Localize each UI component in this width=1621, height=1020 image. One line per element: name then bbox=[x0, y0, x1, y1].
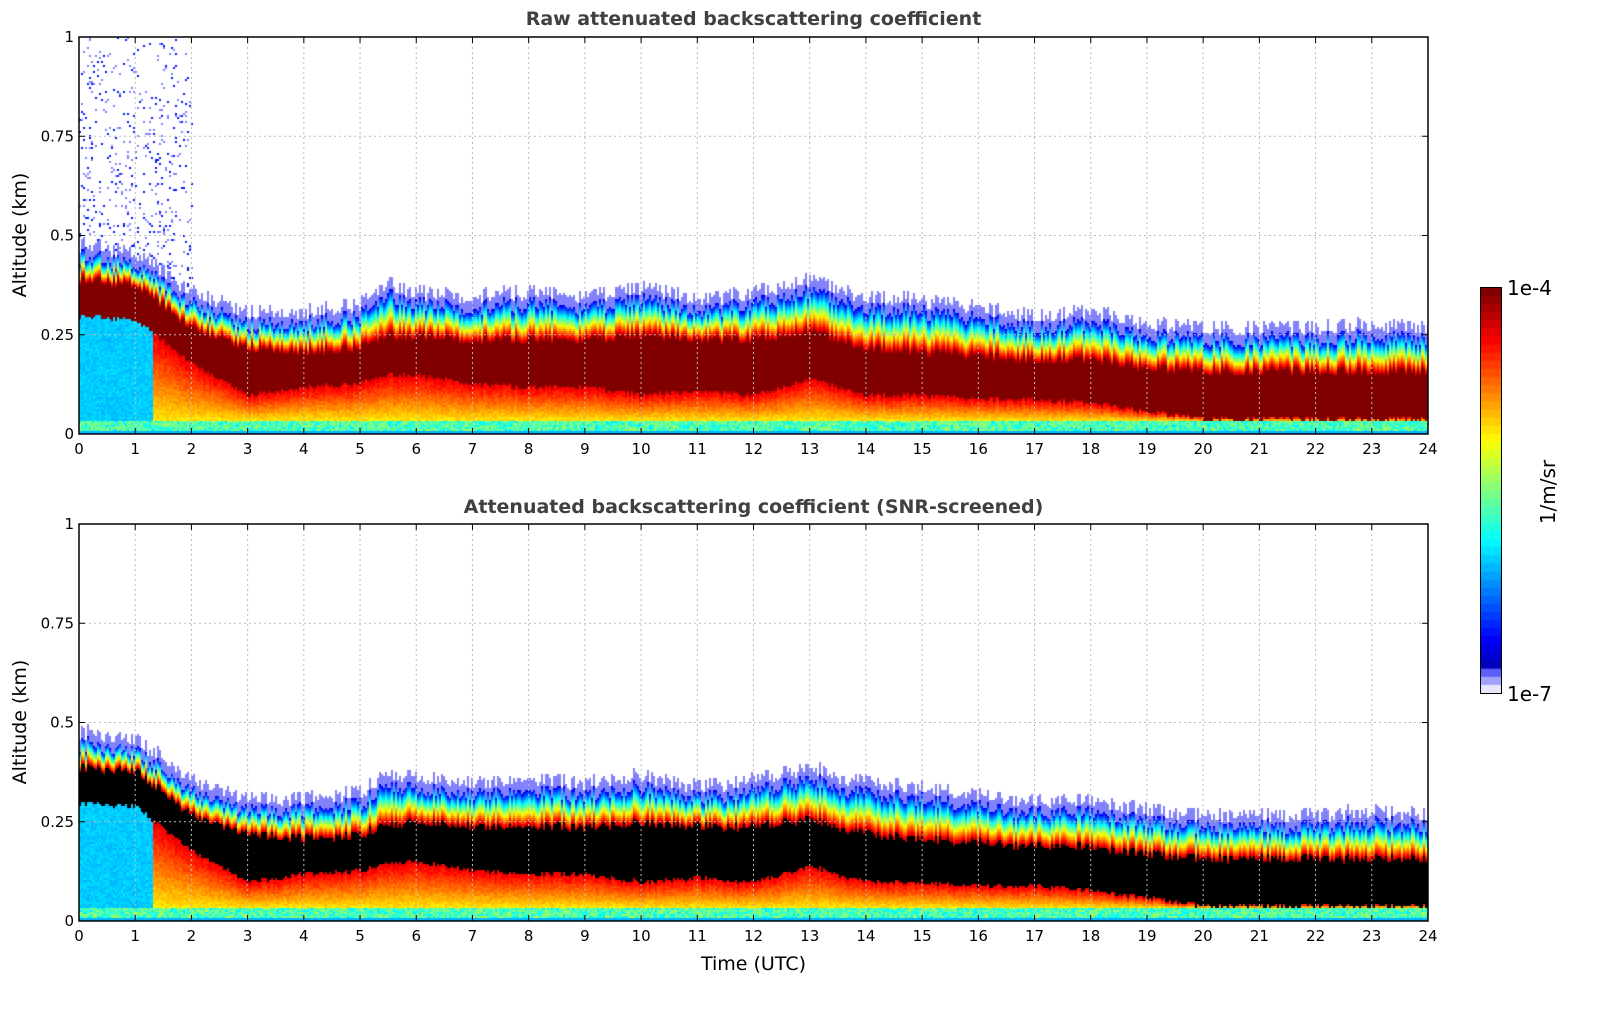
y-tick-label: 0.25 bbox=[41, 813, 74, 831]
x-tick-label: 9 bbox=[580, 440, 590, 458]
x-tick-label: 20 bbox=[1194, 927, 1213, 945]
x-tick-label: 18 bbox=[1081, 440, 1100, 458]
x-tick-label: 4 bbox=[299, 927, 309, 945]
x-tick-label: 10 bbox=[632, 440, 651, 458]
y-tick-label: 0.5 bbox=[50, 714, 74, 732]
x-tick-label: 14 bbox=[856, 440, 875, 458]
y-tick-label: 0.75 bbox=[41, 614, 74, 632]
x-tick-label: 17 bbox=[1025, 927, 1044, 945]
x-tick-label: 3 bbox=[243, 927, 253, 945]
x-tick-label: 20 bbox=[1194, 440, 1213, 458]
x-tick-label: 15 bbox=[913, 927, 932, 945]
bottom-chart-title: Attenuated backscattering coefficient (S… bbox=[463, 496, 1044, 518]
x-tick-label: 5 bbox=[355, 440, 365, 458]
x-tick-label: 0 bbox=[74, 927, 84, 945]
x-tick-label: 19 bbox=[1137, 927, 1156, 945]
x-tick-label: 16 bbox=[969, 440, 988, 458]
y-tick-label: 0 bbox=[64, 425, 74, 443]
x-tick-label: 1 bbox=[130, 927, 140, 945]
x-tick-label: 10 bbox=[632, 927, 651, 945]
x-tick-label: 12 bbox=[744, 927, 763, 945]
x-tick-label: 12 bbox=[744, 440, 763, 458]
x-tick-label: 5 bbox=[355, 927, 365, 945]
x-tick-label: 0 bbox=[74, 440, 84, 458]
x-tick-label: 6 bbox=[411, 927, 421, 945]
x-tick-label: 21 bbox=[1250, 927, 1269, 945]
top-chart-title: Raw attenuated backscattering coefficien… bbox=[525, 8, 982, 30]
x-tick-label: 2 bbox=[187, 927, 197, 945]
x-tick-label: 22 bbox=[1306, 927, 1325, 945]
x-tick-label: 14 bbox=[856, 927, 875, 945]
x-tick-label: 18 bbox=[1081, 927, 1100, 945]
y-tick-label: 0.75 bbox=[41, 127, 74, 145]
x-tick-label: 11 bbox=[688, 440, 707, 458]
colorbar-max-label: 1e-4 bbox=[1507, 276, 1552, 300]
y-tick-label: 0.5 bbox=[50, 227, 74, 245]
colorbar bbox=[1481, 288, 1501, 693]
x-tick-label: 23 bbox=[1362, 927, 1381, 945]
x-tick-label: 11 bbox=[688, 927, 707, 945]
x-tick-label: 3 bbox=[243, 440, 253, 458]
plot-frame bbox=[78, 36, 1429, 435]
x-tick-label: 13 bbox=[800, 440, 819, 458]
x-tick-label: 1 bbox=[130, 440, 140, 458]
x-tick-label: 4 bbox=[299, 440, 309, 458]
x-tick-label: 24 bbox=[1418, 440, 1437, 458]
x-tick-label: 9 bbox=[580, 927, 590, 945]
x-axis-label: Time (UTC) bbox=[700, 953, 807, 975]
x-tick-label: 24 bbox=[1418, 927, 1437, 945]
x-tick-label: 15 bbox=[913, 440, 932, 458]
x-tick-label: 7 bbox=[468, 927, 478, 945]
x-tick-label: 8 bbox=[524, 440, 534, 458]
y-tick-label: 0.25 bbox=[41, 326, 74, 344]
colorbar-min-label: 1e-7 bbox=[1507, 682, 1552, 706]
x-tick-label: 6 bbox=[411, 440, 421, 458]
x-tick-label: 19 bbox=[1137, 440, 1156, 458]
x-tick-label: 17 bbox=[1025, 440, 1044, 458]
y-tick-label: 1 bbox=[64, 515, 74, 533]
x-tick-label: 13 bbox=[800, 927, 819, 945]
x-tick-label: 21 bbox=[1250, 440, 1269, 458]
y-tick-label: 0 bbox=[64, 912, 74, 930]
x-tick-label: 7 bbox=[468, 440, 478, 458]
x-tick-label: 22 bbox=[1306, 440, 1325, 458]
x-tick-label: 8 bbox=[524, 927, 534, 945]
y-tick-label: 1 bbox=[64, 28, 74, 46]
colorbar-label: 1/m/sr bbox=[1536, 459, 1560, 525]
plot-frame bbox=[78, 523, 1429, 922]
x-tick-label: 2 bbox=[187, 440, 197, 458]
x-tick-label: 16 bbox=[969, 927, 988, 945]
x-tick-label: 23 bbox=[1362, 440, 1381, 458]
